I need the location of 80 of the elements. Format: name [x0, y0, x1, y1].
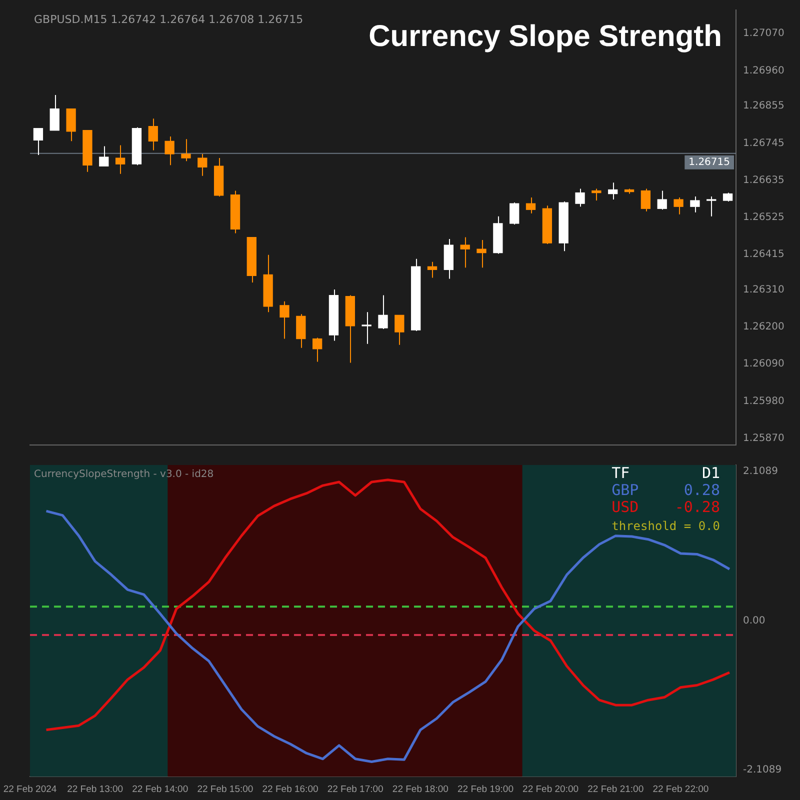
- candlestick: [722, 192, 733, 202]
- x-tick-label: 22 Feb 2024: [3, 784, 57, 795]
- candlestick: [411, 258, 421, 332]
- candlestick: [115, 144, 126, 174]
- annotation: CurrencySlopeStrength - v3.0 - id28: [34, 469, 214, 480]
- annotation: 0.28: [684, 481, 720, 499]
- text: GBP: [612, 481, 639, 499]
- chart-title: Currency Slope Strength: [368, 20, 722, 54]
- candlestick: [493, 216, 503, 254]
- y-tick-label: 1.25870: [743, 432, 784, 444]
- y-tick-label: 1.26855: [743, 100, 784, 112]
- candlestick: [427, 261, 438, 278]
- candlestick: [33, 128, 44, 156]
- x-tick-label: 22 Feb 20:00: [522, 784, 579, 795]
- x-tick-label: 22 Feb 17:00: [327, 784, 384, 795]
- candlestick: [296, 314, 306, 348]
- x-tick-label: 22 Feb 21:00: [588, 784, 644, 795]
- x-tick-label: 22 Feb 14:00: [132, 784, 188, 795]
- candlestick: [362, 312, 372, 344]
- candlestick: [198, 153, 208, 176]
- candlestick: [345, 294, 355, 364]
- candlestick: [608, 182, 618, 200]
- candlestick: [148, 118, 158, 151]
- candlestick: [50, 94, 60, 131]
- candlestick: [640, 188, 651, 212]
- y-tick-label: 1.25980: [743, 396, 784, 407]
- candlestick: [181, 138, 191, 162]
- annotation: -0.28: [674, 498, 720, 516]
- candlestick: [575, 188, 585, 208]
- x-tick-label: 22 Feb 15:00: [197, 784, 254, 795]
- candlestick: [164, 136, 174, 166]
- y-tick-label: 2.1089: [743, 466, 778, 478]
- y-tick-label: 0.00: [743, 615, 766, 626]
- y-tick-label: 1.26960: [743, 65, 784, 76]
- y-tick-label: 1.26200: [743, 322, 784, 333]
- annotation: GBPUSD.M15 1.26742 1.26764 1.26708 1.26715: [34, 13, 304, 26]
- candlestick: [312, 337, 322, 362]
- candlestick: [378, 294, 388, 330]
- candlestick: [690, 196, 700, 213]
- y-tick-label: 1.27070: [743, 28, 784, 40]
- candlestick: [246, 236, 256, 283]
- candlestick: [280, 300, 290, 340]
- x-tick-label: 22 Feb 19:00: [457, 784, 514, 795]
- candlestick: [706, 196, 716, 217]
- ref-line-label: 1.26715: [688, 156, 730, 168]
- y-tick-label: 1.26525: [743, 212, 784, 223]
- candlestick: [263, 254, 273, 313]
- candlestick: [542, 205, 552, 245]
- y-tick-label: 1.26090: [743, 358, 784, 370]
- candlestick: [510, 202, 520, 225]
- candlestick: [460, 236, 470, 268]
- annotation: TF: [612, 464, 630, 482]
- candlestick: [476, 239, 486, 268]
- candlestick: [214, 158, 224, 197]
- y-tick-label: 1.26415: [743, 249, 784, 260]
- candlestick: [674, 196, 684, 215]
- candlestick: [444, 238, 454, 280]
- candlestick: [132, 126, 142, 166]
- candlestick: [82, 130, 92, 172]
- x-tick-label: 22 Feb 18:00: [392, 784, 448, 795]
- annotation: threshold = 0.0: [612, 519, 720, 533]
- candlestick: [592, 188, 602, 202]
- y-tick-label: -2.1089: [743, 764, 782, 776]
- candlestick: [657, 190, 667, 210]
- candlestick: [526, 196, 536, 214]
- candlestick: [394, 314, 404, 346]
- annotation: D1: [702, 464, 720, 482]
- candlestick: [558, 201, 568, 252]
- candlestick: [99, 146, 109, 166]
- text: USD: [612, 498, 639, 516]
- candlestick: [624, 188, 634, 194]
- y-tick-label: 1.26310: [743, 284, 784, 296]
- x-tick-label: 22 Feb 13:00: [67, 784, 124, 795]
- candlestick: [66, 108, 76, 142]
- y-tick-label: 1.26635: [743, 174, 784, 186]
- y-tick-label: 1.26745: [743, 138, 784, 149]
- candlestick: [328, 289, 339, 342]
- x-tick-label: 22 Feb 16:00: [262, 784, 318, 795]
- x-tick-label: 22 Feb 22:00: [652, 784, 709, 795]
- candlestick: [230, 190, 240, 234]
